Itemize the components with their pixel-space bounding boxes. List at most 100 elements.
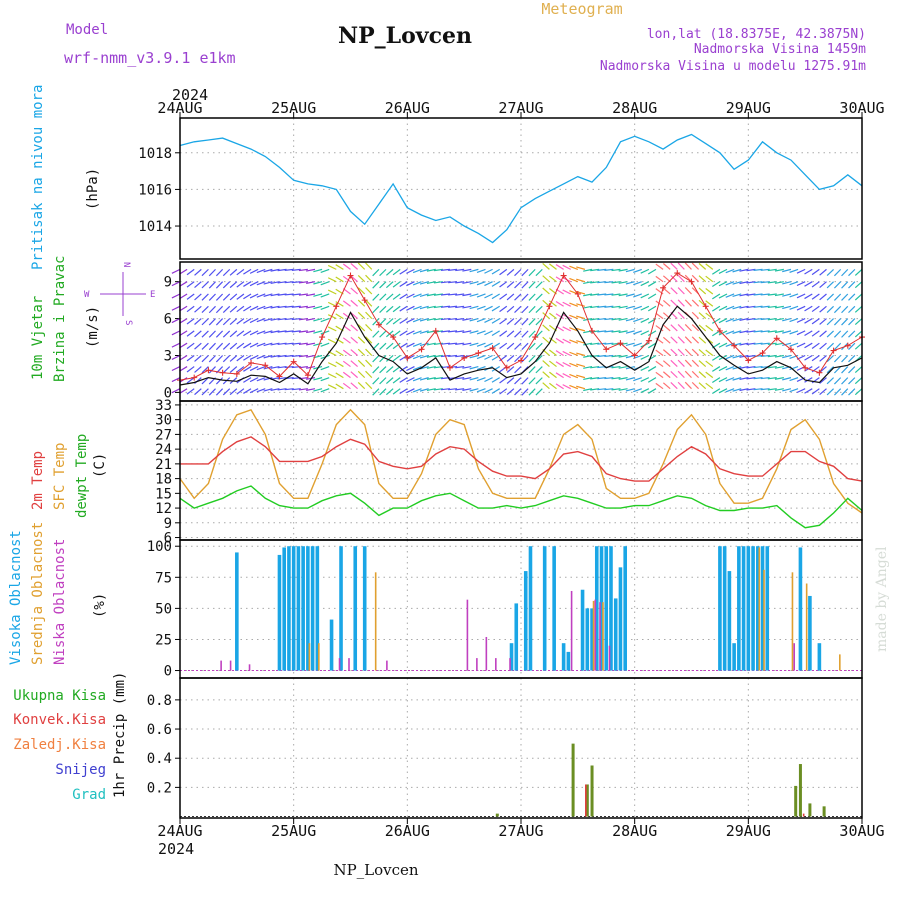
wind-arrow xyxy=(350,263,358,270)
wind-arrow xyxy=(662,371,671,379)
wind-arrow xyxy=(811,281,820,288)
wind-arrow xyxy=(774,342,784,346)
wind-arrow xyxy=(298,305,308,309)
wind-arrow xyxy=(313,305,323,310)
wind-arrow xyxy=(811,305,820,313)
wind-gust-marker xyxy=(375,321,382,328)
wind-arrow xyxy=(705,275,714,283)
wind-arrow xyxy=(399,366,408,372)
cloud-bar xyxy=(737,546,741,671)
wind-arrow xyxy=(633,293,642,298)
wind-arrow xyxy=(243,305,252,312)
y-tick-label: 0 xyxy=(164,664,172,680)
wind-arrow xyxy=(243,377,252,383)
wind-arrow xyxy=(419,377,429,381)
wind-gust-marker xyxy=(532,334,539,341)
wind-arrow xyxy=(760,388,770,391)
wind-arrow xyxy=(379,293,387,301)
wind-arrow xyxy=(712,330,721,337)
wind-arrow xyxy=(419,318,429,322)
wind-arrow xyxy=(392,268,401,276)
wind-arrow xyxy=(406,281,415,287)
wind-arrow xyxy=(597,305,607,308)
cloud-bar xyxy=(339,546,343,671)
wind-arrow xyxy=(767,330,777,333)
wind-arrow xyxy=(854,388,863,396)
wind-arrow xyxy=(406,366,415,372)
wind-arrow xyxy=(399,377,408,383)
wind-arrow xyxy=(335,383,344,390)
wind-arrow xyxy=(284,330,294,333)
wind-arrow xyxy=(229,388,238,396)
wind-arrow xyxy=(684,336,692,344)
wind-arrow xyxy=(365,311,373,320)
wind-arrow xyxy=(841,355,849,363)
wind-arrow xyxy=(335,264,344,270)
lonlat-label: lon,lat (18.8375E, 42.3875N) xyxy=(647,27,866,42)
wind-arrow xyxy=(350,349,358,356)
wind-arrow xyxy=(789,365,799,371)
wind-arrow xyxy=(662,382,671,390)
wind-arrow xyxy=(476,268,486,274)
wind-arrow xyxy=(327,362,337,368)
wind-arrow xyxy=(277,281,287,284)
cloud-bar xyxy=(590,608,594,671)
wind-arrow xyxy=(555,337,564,344)
wind-arrow xyxy=(698,371,707,379)
wind-arrow xyxy=(698,324,707,332)
wind-arrow xyxy=(760,293,770,296)
wind-gust-marker xyxy=(830,347,837,354)
wind-arrow xyxy=(412,330,422,335)
wind-arrow xyxy=(350,324,358,332)
temp-unit: (C) xyxy=(92,453,108,478)
wind-arrow xyxy=(804,268,813,275)
wind-arrow xyxy=(625,293,635,297)
wind-arrow xyxy=(342,337,351,344)
wind-arrow xyxy=(256,268,266,274)
wind-arrow xyxy=(732,305,742,310)
wind-arrow xyxy=(841,377,849,385)
wind-arrow xyxy=(365,370,373,379)
wind-arrow xyxy=(222,355,231,363)
wind-arrow xyxy=(291,305,301,308)
wind-arrow xyxy=(284,268,294,271)
wind-arrow xyxy=(385,318,394,325)
wind-arrow xyxy=(712,268,721,275)
wind-arrow xyxy=(484,330,493,336)
wind-arrow xyxy=(739,268,749,272)
wind-arrow xyxy=(419,330,429,334)
cloud-bar xyxy=(287,546,291,671)
x-tick-label-bottom: 29AUG xyxy=(726,822,771,840)
wind-arrow xyxy=(433,354,443,358)
wind-arrow xyxy=(491,388,500,394)
wind-arrow xyxy=(256,330,266,335)
wind-arrow xyxy=(306,342,316,346)
wind-arrow xyxy=(385,342,394,350)
wind-arrow xyxy=(528,355,536,363)
wind-arrow xyxy=(698,312,707,320)
wind-arrow xyxy=(392,281,401,288)
wind-arrow xyxy=(399,281,408,287)
x-tick-label-top: 29AUG xyxy=(726,99,771,117)
wind-arrow xyxy=(476,354,486,360)
wind-arrow xyxy=(833,330,842,338)
panel-background xyxy=(180,401,862,540)
wind-arrow xyxy=(433,268,443,272)
wind-arrow xyxy=(506,305,515,313)
cloud-bar xyxy=(609,546,613,671)
x-tick-label-bottom: 25AUG xyxy=(271,822,316,840)
wind-arrow xyxy=(647,366,657,372)
wind-arrow xyxy=(171,377,181,383)
wind-arrow xyxy=(243,318,252,324)
wind-arrow xyxy=(291,281,301,284)
wind-arrow xyxy=(385,305,394,313)
wind-arrow xyxy=(569,384,579,390)
wind-arrow xyxy=(826,305,834,313)
wind-arrow xyxy=(590,342,600,346)
wind-arrow xyxy=(625,330,635,334)
wind-arrow xyxy=(506,293,515,301)
wind-arrow xyxy=(186,293,195,300)
wind-arrow xyxy=(462,377,472,380)
wind-arrow xyxy=(484,268,493,274)
wind-arrow xyxy=(782,377,792,381)
